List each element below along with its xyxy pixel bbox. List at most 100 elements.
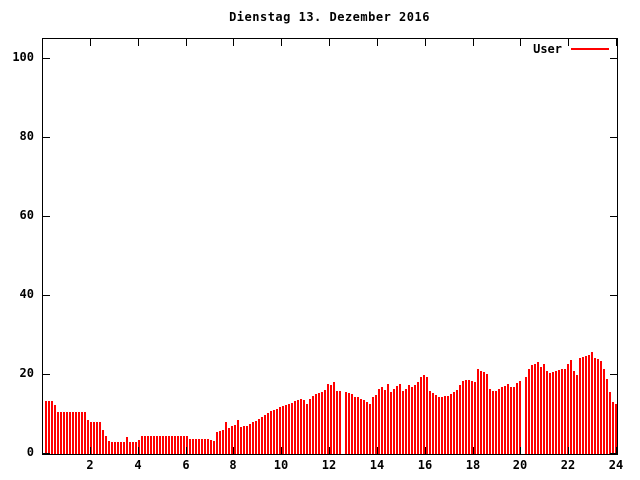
bar — [366, 402, 368, 454]
bar — [345, 392, 347, 454]
bar — [105, 436, 107, 454]
bar — [459, 385, 461, 454]
bar — [156, 436, 158, 454]
bar — [300, 399, 302, 454]
bar — [339, 391, 341, 454]
bar — [396, 386, 398, 454]
bar — [240, 427, 242, 454]
bar — [552, 372, 554, 454]
x-tick-top — [138, 39, 139, 46]
bar — [588, 355, 590, 454]
bar — [384, 390, 386, 454]
bar — [54, 405, 56, 454]
bar — [219, 431, 221, 454]
x-tick-bottom — [473, 447, 474, 454]
bar — [561, 369, 563, 454]
bar — [135, 442, 137, 454]
bar — [177, 436, 179, 454]
plot-area: User — [42, 38, 618, 455]
bar — [117, 442, 119, 454]
bar — [519, 381, 521, 454]
bar — [102, 430, 104, 454]
x-tick-top — [425, 39, 426, 46]
bar — [486, 374, 488, 454]
bar — [243, 426, 245, 454]
bar — [162, 436, 164, 454]
bar — [60, 412, 62, 454]
bar — [198, 439, 200, 454]
bar — [270, 411, 272, 454]
bar — [285, 405, 287, 454]
bar — [582, 357, 584, 454]
bar — [570, 360, 572, 454]
bar — [348, 393, 350, 454]
bar — [291, 403, 293, 454]
x-tick-bottom — [425, 447, 426, 454]
bar — [192, 439, 194, 454]
bar — [252, 422, 254, 454]
bar — [432, 393, 434, 454]
bar — [111, 442, 113, 454]
bar — [609, 392, 611, 454]
bar — [357, 397, 359, 454]
bar — [279, 407, 281, 454]
bar — [189, 439, 191, 454]
bar — [507, 384, 509, 454]
bar — [405, 389, 407, 454]
bar — [213, 441, 215, 454]
bar — [84, 412, 86, 454]
bar — [294, 401, 296, 454]
bar — [336, 391, 338, 454]
bar — [93, 422, 95, 454]
bar — [297, 400, 299, 454]
bar — [528, 369, 530, 454]
y-tick-right — [610, 453, 617, 454]
bar — [603, 369, 605, 454]
bar — [126, 437, 128, 454]
bar — [318, 393, 320, 454]
bar — [204, 439, 206, 454]
bar — [210, 440, 212, 454]
legend-label: User — [533, 41, 562, 56]
bar — [495, 391, 497, 454]
bar — [123, 442, 125, 454]
y-tick-label: 0 — [26, 445, 34, 459]
x-tick-top — [568, 39, 569, 46]
bar — [369, 404, 371, 454]
bar — [408, 385, 410, 454]
bar — [546, 371, 548, 454]
bar — [288, 404, 290, 454]
bar — [513, 387, 515, 454]
y-tick-left — [43, 295, 50, 296]
bar — [399, 384, 401, 454]
bar — [273, 410, 275, 454]
bar — [231, 426, 233, 454]
bar — [246, 426, 248, 454]
bar — [225, 422, 227, 454]
bar — [429, 391, 431, 454]
bar — [66, 412, 68, 454]
y-tick-left — [43, 453, 50, 454]
bar — [375, 395, 377, 454]
bar — [378, 389, 380, 454]
y-tick-left — [43, 137, 50, 138]
x-tick-top — [473, 39, 474, 46]
y-tick-label: 40 — [19, 287, 34, 301]
bar — [351, 394, 353, 454]
bar — [465, 380, 467, 454]
bar — [468, 380, 470, 454]
bar — [303, 400, 305, 454]
bar — [615, 404, 617, 454]
bar — [180, 436, 182, 454]
bar — [216, 432, 218, 454]
bar — [393, 389, 395, 454]
x-tick-label: 24 — [608, 458, 624, 472]
bar — [141, 436, 143, 454]
bar — [159, 436, 161, 454]
bar — [306, 404, 308, 454]
y-tick-right — [610, 374, 617, 375]
x-tick-label: 2 — [86, 458, 94, 472]
bar — [573, 371, 575, 454]
bar — [186, 436, 188, 454]
bar — [360, 399, 362, 454]
